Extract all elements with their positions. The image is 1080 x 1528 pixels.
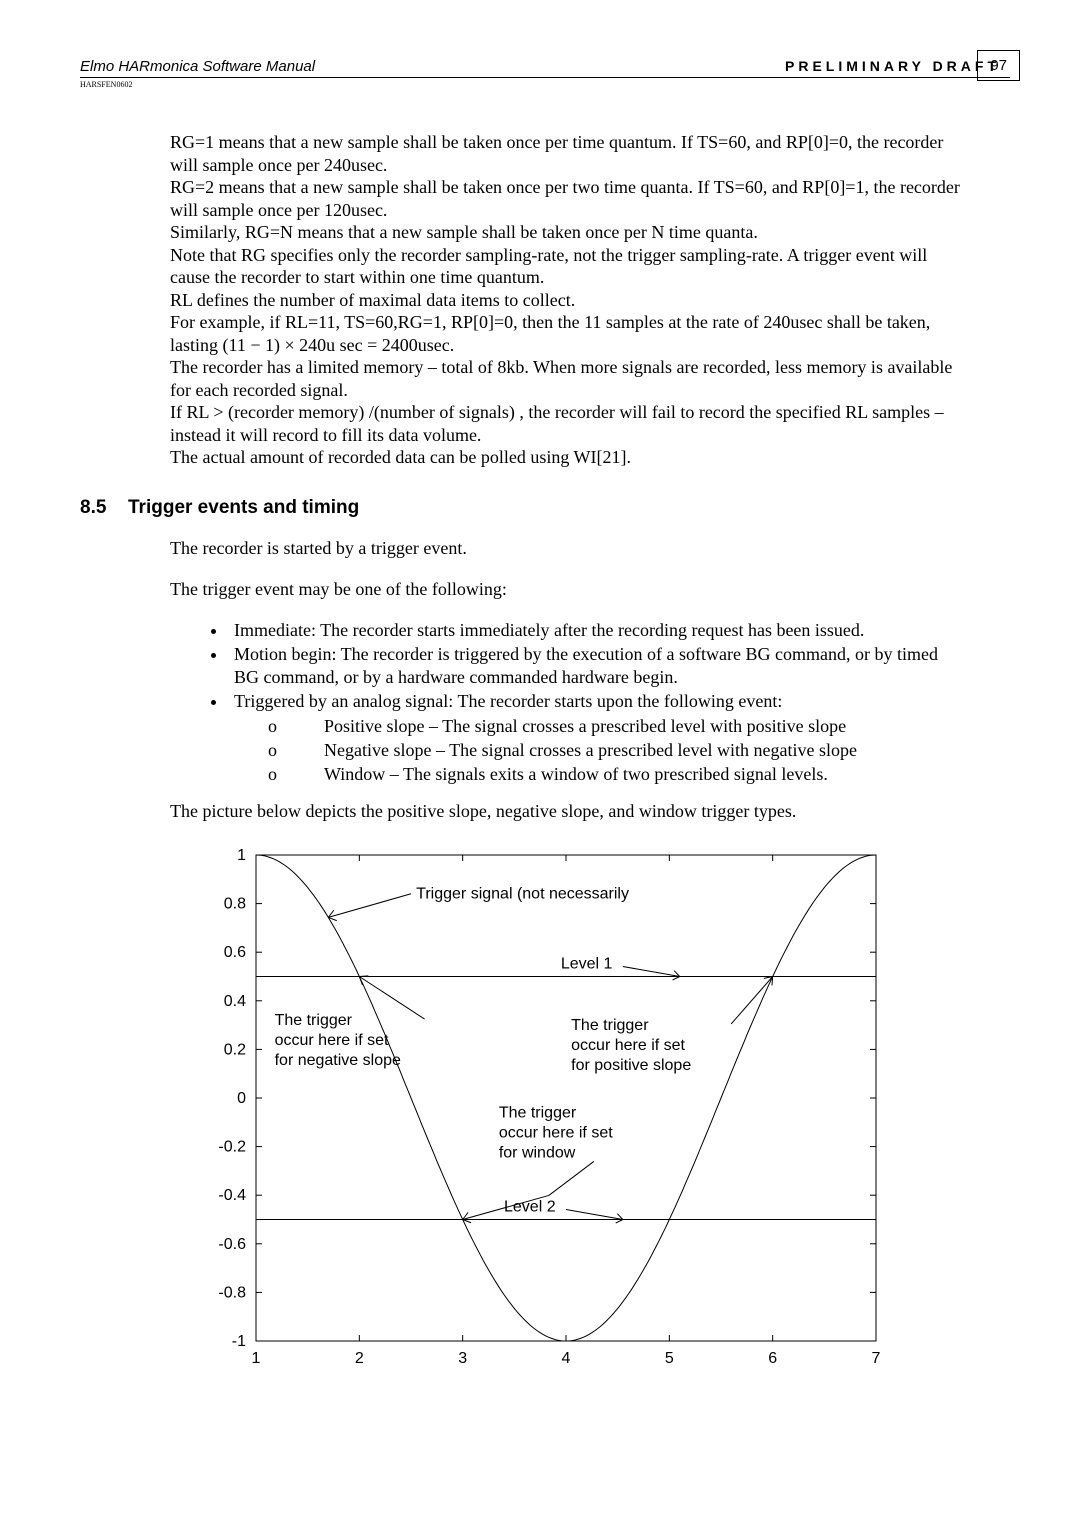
para-rl-b: RL > (recorder memory) /(number of signa…: [187, 402, 515, 422]
svg-text:for positive slope: for positive slope: [571, 1057, 691, 1074]
para-example-c: usec.: [418, 335, 454, 355]
sec-intro1: The recorder is started by a trigger eve…: [170, 537, 950, 560]
header-subcode: HARSFEN0602: [80, 80, 1010, 89]
sub-negative: Negative slope – The signal crosses a pr…: [296, 739, 950, 762]
svg-text:0.8: 0.8: [224, 895, 246, 912]
bullet-analog-text: Triggered by an analog signal: The recor…: [234, 691, 782, 711]
page: 97 Elmo HARmonica Software Manual PRELIM…: [0, 0, 1080, 1528]
para-rl-limit: If RL > (recorder memory) /(number of si…: [170, 401, 960, 446]
svg-text:7: 7: [872, 1350, 881, 1367]
section-heading: 8.5Trigger events and timing: [80, 497, 1010, 519]
section-number: 8.5: [80, 497, 128, 519]
svg-text:occur here if set: occur here if set: [499, 1124, 613, 1141]
svg-text:The trigger: The trigger: [571, 1017, 649, 1034]
svg-text:occur here if set: occur here if set: [275, 1032, 389, 1049]
svg-text:0.4: 0.4: [224, 993, 246, 1010]
para-memory: The recorder has a limited memory – tota…: [170, 356, 960, 401]
sub-positive: Positive slope – The signal crosses a pr…: [296, 715, 950, 738]
section-title: Trigger events and timing: [128, 497, 359, 518]
svg-text:Level 2: Level 2: [504, 1198, 556, 1215]
header-left: Elmo HARmonica Software Manual: [80, 58, 315, 75]
svg-text:0: 0: [237, 1090, 246, 1107]
svg-text:-0.4: -0.4: [218, 1187, 246, 1204]
svg-text:-0.6: -0.6: [218, 1236, 246, 1253]
svg-text:for window: for window: [499, 1144, 576, 1161]
para-rl: RL defines the number of maximal data it…: [170, 289, 960, 312]
svg-text:The trigger: The trigger: [499, 1104, 577, 1121]
page-number-box: 97: [977, 50, 1020, 81]
section-body: The recorder is started by a trigger eve…: [170, 537, 950, 823]
svg-text:2: 2: [355, 1350, 364, 1367]
page-number: 97: [990, 57, 1007, 74]
para-example: For example, if RL=11, TS=60,RG=1, RP[0]…: [170, 311, 960, 356]
svg-text:4: 4: [562, 1350, 571, 1367]
svg-text:Level 1: Level 1: [561, 955, 613, 972]
bullet-immediate: Immediate: The recorder starts immediate…: [228, 619, 950, 642]
svg-text:0.6: 0.6: [224, 944, 246, 961]
sub-window: Window – The signals exits a window of t…: [296, 763, 950, 786]
svg-text:3: 3: [458, 1350, 467, 1367]
page-header: Elmo HARmonica Software Manual PRELIMINA…: [80, 58, 1010, 78]
bullet-list: Immediate: The recorder starts immediate…: [228, 619, 950, 786]
para-wi21: The actual amount of recorded data can b…: [170, 446, 960, 469]
para-example-b: (11 − 1) × 240u sec = 2400: [223, 335, 418, 355]
svg-text:-1: -1: [232, 1333, 246, 1350]
para-rg1: RG=1 means that a new sample shall be ta…: [170, 131, 960, 176]
svg-text:1: 1: [252, 1350, 261, 1367]
para-note: Note that RG specifies only the recorder…: [170, 244, 960, 289]
bullet-motion: Motion begin: The recorder is triggered …: [228, 643, 950, 689]
svg-text:-0.8: -0.8: [218, 1284, 246, 1301]
header-right: PRELIMINARY DRAFT: [785, 58, 1000, 74]
bullet-analog: Triggered by an analog signal: The recor…: [228, 690, 950, 786]
svg-text:-0.2: -0.2: [218, 1138, 246, 1155]
trigger-chart: -1 -0.8 -0.6 -0.4 -0.2 0 0.2 0.4 0.6 0.8 1 1 2 3 4 5 6 7 T…: [190, 841, 890, 1381]
para-rg2: RG=2 means that a new sample shall be ta…: [170, 176, 960, 221]
sec-intro2: The trigger event may be one of the foll…: [170, 578, 950, 601]
para-rl-a: If: [170, 402, 187, 422]
svg-text:occur here if set: occur here if set: [571, 1037, 685, 1054]
svg-text:Trigger signal (not necessaril: Trigger signal (not necessarily: [416, 886, 629, 903]
svg-text:The trigger: The trigger: [275, 1012, 353, 1029]
svg-text:0.2: 0.2: [224, 1041, 246, 1058]
svg-text:1: 1: [237, 847, 246, 864]
svg-text:6: 6: [768, 1350, 777, 1367]
svg-text:5: 5: [665, 1350, 674, 1367]
para-rgn: Similarly, RG=N means that a new sample …: [170, 221, 960, 244]
svg-text:for negative slope: for negative slope: [275, 1052, 401, 1069]
sub-list: Positive slope – The signal crosses a pr…: [296, 715, 950, 786]
body-content: RG=1 means that a new sample shall be ta…: [170, 131, 960, 469]
chart-caption: The picture below depicts the positive s…: [170, 800, 950, 823]
